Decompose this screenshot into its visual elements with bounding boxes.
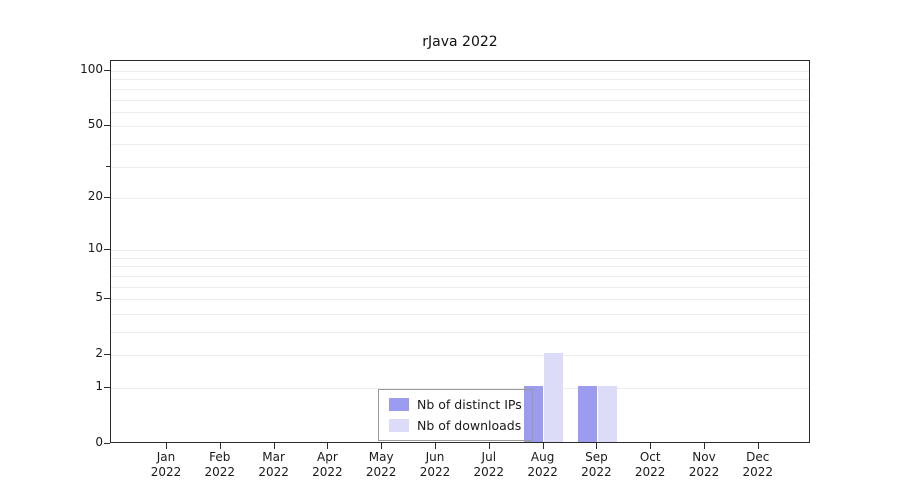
gridline	[111, 143, 809, 145]
y-axis-tick	[104, 196, 110, 198]
legend-swatch-downloads	[389, 419, 409, 432]
x-axis-tick-label: Oct 2022	[634, 450, 666, 479]
gridline	[111, 250, 809, 252]
y-axis-tick	[104, 298, 110, 300]
y-axis-tick-label: 1	[95, 379, 103, 393]
gridline	[111, 266, 809, 268]
y-axis-tick-label: 0	[95, 435, 103, 449]
gridline	[111, 88, 809, 90]
x-axis-tick-label: Sep 2022	[581, 450, 612, 479]
x-axis-tick-label: Jun 2022	[419, 450, 451, 479]
y-axis-tick	[104, 443, 110, 444]
bar-downloads	[597, 386, 617, 442]
x-axis-tick	[219, 443, 221, 449]
legend-item-downloads: Nb of downloads	[389, 418, 522, 433]
legend: Nb of distinct IPs Nb of downloads	[378, 389, 533, 441]
y-axis-tick	[104, 387, 110, 388]
gridline	[111, 79, 809, 81]
x-axis-tick	[704, 443, 705, 449]
gridline	[111, 313, 809, 315]
y-axis-tick-label: 100	[80, 62, 103, 76]
x-axis-tick-label: Dec 2022	[742, 450, 774, 479]
plot-area	[110, 60, 810, 443]
x-axis-tick	[596, 443, 598, 449]
gridline	[111, 299, 809, 301]
legend-label-downloads: Nb of downloads	[417, 418, 522, 433]
legend-label-distinct-ips: Nb of distinct IPs	[417, 397, 522, 412]
x-axis-tick-label: Jul 2022	[473, 450, 505, 479]
gridline	[111, 332, 809, 333]
x-axis-tick-label: Jan 2022	[150, 450, 182, 479]
gridline	[111, 71, 809, 72]
gridline	[111, 257, 809, 259]
y-axis-tick-label: 10	[87, 241, 103, 256]
x-axis-tick	[757, 443, 759, 449]
y-axis-tick-label: 20	[87, 188, 103, 203]
gridline	[111, 111, 809, 113]
y-axis-minor-tick	[106, 165, 110, 167]
x-axis-tick	[166, 443, 167, 449]
x-axis-tick-label: Feb 2022	[204, 450, 236, 479]
gridline	[111, 126, 809, 128]
x-axis-tick	[650, 443, 652, 449]
gridline	[111, 355, 809, 357]
y-axis-tick-label: 50	[87, 117, 103, 132]
x-axis-tick-label: Nov 2022	[688, 450, 720, 479]
legend-swatch-distinct-ips	[389, 398, 409, 411]
gridline	[111, 99, 809, 101]
bar-distinct-ips	[577, 386, 597, 442]
x-axis-tick	[488, 443, 490, 449]
x-axis-tick-label: Aug 2022	[527, 450, 558, 479]
x-axis-tick	[327, 443, 329, 449]
x-axis-tick	[542, 443, 544, 449]
y-axis-tick	[104, 125, 110, 127]
chart-title: rJava 2022	[422, 34, 498, 50]
x-axis-tick-label: Apr 2022	[312, 450, 343, 479]
bar-distinct-ips	[524, 386, 544, 442]
x-axis-tick-label: Mar 2022	[258, 450, 289, 479]
gridline	[111, 166, 809, 168]
x-axis-tick	[273, 443, 275, 449]
x-axis-tick	[435, 443, 436, 449]
y-axis-tick	[104, 70, 110, 71]
legend-item-distinct-ips: Nb of distinct IPs	[389, 397, 522, 412]
gridline	[111, 286, 809, 288]
y-axis-tick-label: 2	[95, 346, 103, 361]
y-axis-tick	[104, 354, 110, 356]
gridline	[111, 275, 809, 277]
x-axis-tick-label: May 2022	[365, 450, 397, 479]
bar-downloads	[544, 353, 564, 442]
y-axis-tick-label: 5	[95, 290, 103, 305]
gridline	[111, 388, 809, 389]
gridline	[111, 197, 809, 199]
x-axis-tick	[381, 443, 383, 449]
y-axis-tick	[104, 249, 110, 251]
